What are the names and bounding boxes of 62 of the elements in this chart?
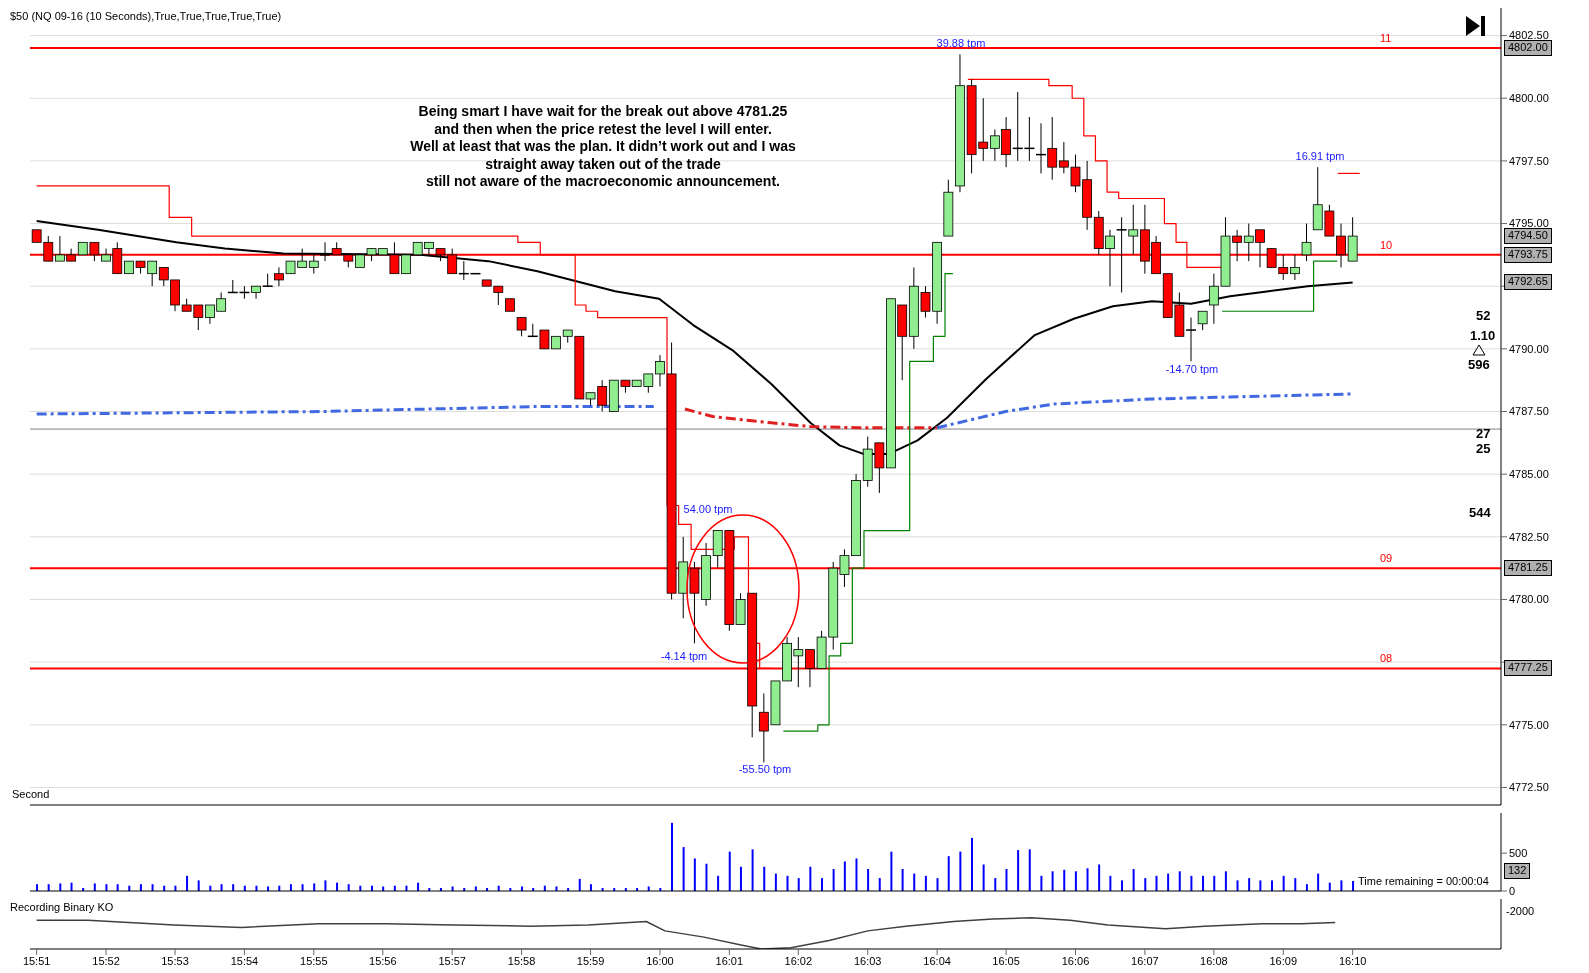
text: 4792.65 [1504,274,1552,290]
x-tick-label: 16:10 [1338,954,1367,967]
y-tick-label: 4790.00 [1509,342,1549,355]
chart-title: Recording Binary KO [10,901,114,913]
y-tick-label: 4772.50 [1509,781,1549,794]
x-tick-label: 16:05 [992,954,1020,967]
x-tick-label: 16:02 [784,954,813,967]
annotation: -14.70 tpm [1165,363,1219,377]
annotation: 09 [1380,552,1393,566]
annotation: -55.50 tpm [738,763,792,777]
text: 4777.25 [1504,660,1552,676]
x-tick-label: 15:58 [507,954,536,967]
y-tick-label: 4785.00 [1509,468,1549,481]
text: 4802.00 [1504,40,1552,56]
annotation: 10 [1380,239,1393,253]
y-tick-label: 4802.50 [1509,29,1549,42]
annotation: 27 [1476,426,1491,443]
x-tick-label: 15:55 [300,954,328,967]
x-tick-label: 15:52 [92,954,120,967]
annotation: 1.10 [1470,328,1496,345]
x-tick-label: 15:54 [230,954,259,967]
y-tick-label: 4795.00 [1509,217,1549,230]
annotation: 11 [1380,32,1392,46]
y-tick-label: 4780.00 [1509,593,1549,606]
x-tick-label: 16:04 [923,954,951,967]
x-tick-label: 15:51 [22,954,51,967]
x-tick-label: 16:08 [1200,954,1228,967]
y-tick-label: 500 [1509,847,1528,860]
text: 132 [1504,863,1531,879]
annotation: 08 [1380,652,1393,666]
text: -2000 [1506,905,1535,919]
y-tick-label: 4787.50 [1509,405,1549,418]
annotation: 596 [1468,357,1490,374]
x-tick-label: 16:01 [715,954,744,967]
annotation: Time remaining = 00:00:04 [1358,875,1489,889]
annotation: Being smart I have wait for the break out above 4781.25 and then when the price retest the level I will enter. Well at least that was the plan. It didn’t work out and I was straight away taken out of the trade still not aware of the macroeconomic announcement. [409,103,797,191]
annotation: 544 [1469,505,1491,522]
x-tick-label: 15:53 [161,954,189,967]
x-tick-label: 16:06 [1061,954,1090,967]
annotation: -4.14 tpm [660,650,708,664]
annotation: 39.88 tpm [936,37,986,51]
x-tick-label: 15:59 [576,954,605,967]
y-tick-label: 4782.50 [1509,530,1549,543]
chart-title: $50 (NQ 09-16 (10 Seconds),True,True,True,True,True) [10,10,282,22]
x-tick-label: 16:07 [1131,954,1159,967]
annotation: Second [12,788,50,802]
x-tick-label: 16:09 [1269,954,1298,967]
text: 4793.75 [1504,247,1552,263]
annotation: 54.00 tpm [683,503,733,517]
x-tick-label: 16:03 [853,954,882,967]
annotation: 16.91 tpm [1295,150,1345,164]
y-tick-label: 4775.00 [1509,718,1549,731]
annotation: 25 [1476,441,1491,458]
y-tick-label: 4800.00 [1509,92,1549,105]
y-tick-label: 4797.50 [1509,154,1549,167]
text: 4781.25 [1504,560,1552,576]
text: 4794.50 [1504,228,1552,244]
y-tick-label: 0 [1509,884,1516,897]
x-tick-label: 15:56 [369,954,397,967]
annotation: 52 [1476,308,1491,325]
x-tick-label: 16:00 [646,954,674,967]
x-tick-label: 15:57 [438,954,466,967]
